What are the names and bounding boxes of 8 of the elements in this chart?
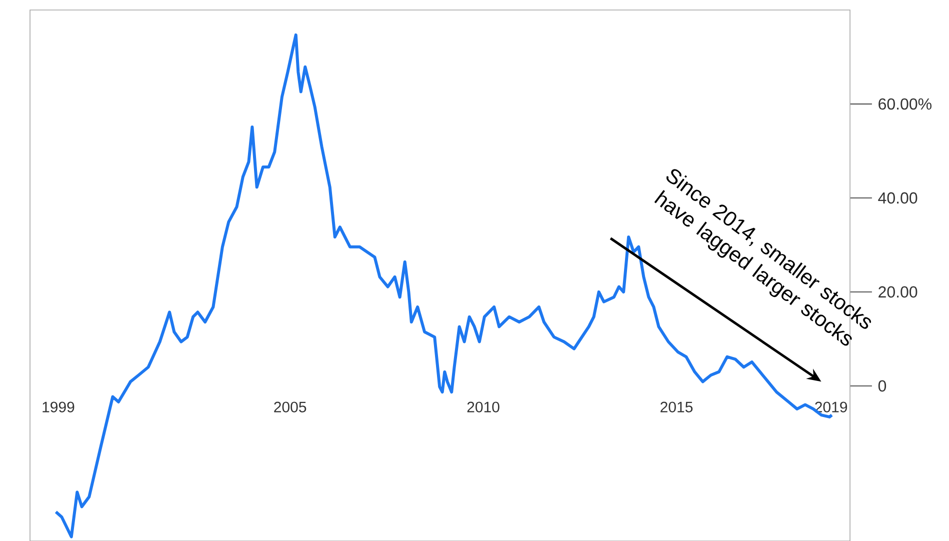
x-tick-label: 2005 (274, 402, 306, 412)
y-tick-label: 20.00 (878, 286, 918, 298)
y-tick-label: 0 (878, 380, 886, 392)
x-tick-label: 1999 (42, 402, 74, 412)
x-tick-label: 2010 (467, 402, 500, 412)
x-tick-label: 2015 (660, 402, 693, 412)
y-tick-label: 40.00 (878, 192, 918, 204)
y-tick-label: 60.00% (878, 98, 932, 110)
